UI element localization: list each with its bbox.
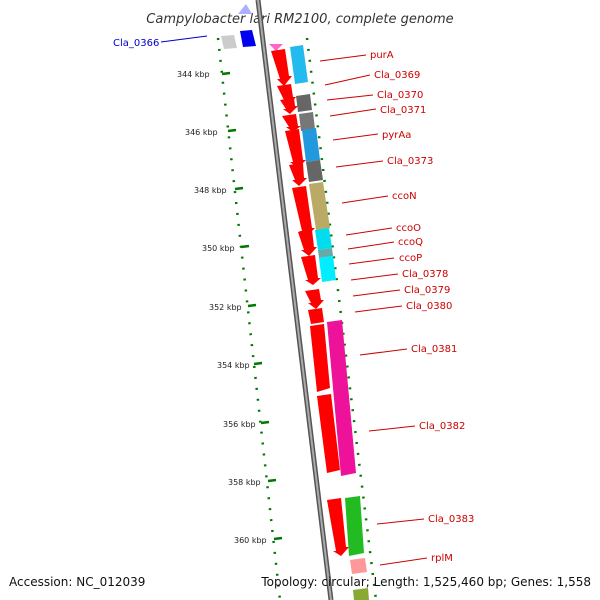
feature-pink-small [269, 44, 283, 51]
gene-arrow-12 [310, 324, 330, 392]
cat-grey-2 [299, 112, 315, 131]
scale-label-358: 358 kbp [228, 478, 261, 487]
gene-label-cla0379: Cla_0379 [404, 285, 450, 296]
leader-cla0379 [352, 289, 401, 297]
gene-arrow-10 [305, 289, 324, 309]
scale-label-350: 350 kbp [202, 244, 235, 253]
gene-arrow-8 [298, 230, 317, 256]
gene-arrows [271, 49, 349, 556]
leader-cla0373 [335, 160, 384, 168]
gene-label-cla0371: Cla_0371 [380, 105, 426, 116]
category-track [290, 45, 369, 600]
gene-label-cla0373: Cla_0373 [387, 156, 433, 167]
leader-pura [319, 54, 367, 62]
leader-ccoq [347, 241, 395, 250]
scale-label-346: 346 kbp [185, 128, 218, 137]
leader-cla0371 [329, 108, 377, 117]
upstream-features [221, 4, 283, 51]
leader-cla0370 [326, 94, 374, 101]
gene-label-pura: purA [370, 50, 394, 61]
leader-ccon [341, 195, 389, 204]
genome-backbone [255, 0, 334, 600]
scale-ticks [221, 71, 283, 541]
leader-pyraa [332, 133, 379, 141]
map-title: Campylobacter lari RM2100, complete geno… [146, 12, 453, 27]
cat-pink [350, 558, 367, 574]
gene-arrow-11 [308, 308, 324, 324]
gene-label-cla0381: Cla_0381 [411, 344, 457, 355]
cat-grey-1 [296, 94, 312, 112]
gene-arrow-1 [271, 49, 292, 86]
scale-label-352: 352 kbp [209, 303, 242, 312]
leader-cla0382 [368, 425, 416, 432]
cat-khaki [309, 182, 330, 230]
leader-ccop [348, 257, 395, 265]
gene-label-cla0369: Cla_0369 [374, 70, 420, 81]
scale-label-354: 354 kbp [217, 361, 250, 370]
cat-olive [353, 588, 369, 600]
gene-label-cla0383: Cla_0383 [428, 514, 474, 525]
cat-teal [318, 248, 333, 258]
leader-cla0366 [160, 35, 208, 43]
scale-label-344: 344 kbp [177, 70, 210, 79]
gene-arrow-6 [289, 163, 307, 186]
leader-cla0381 [359, 348, 408, 356]
cat-green [345, 496, 364, 556]
feature-cla0366 [240, 30, 256, 47]
gene-arrow-9 [301, 255, 321, 285]
gene-label-ccon: ccoN [392, 191, 417, 202]
leader-cla0380 [354, 305, 403, 313]
gene-arrow-3 [280, 98, 298, 114]
feature-cla0366-arrowhead [238, 4, 252, 14]
gene-label-ccop: ccoP [399, 253, 422, 264]
gene-arrow-14 [327, 498, 349, 556]
cat-grey-3 [306, 160, 323, 182]
leader-ccoo [345, 227, 393, 236]
gene-arrow-7 [292, 186, 315, 236]
gene-label-cla0378: Cla_0378 [402, 269, 448, 280]
gene-labels: Cla_0366 purA Cla_0369 Cla_0370 Cla_0371… [113, 38, 474, 564]
gene-label-cla0370: Cla_0370 [377, 90, 423, 101]
gene-label-pyraa: pyrAa [382, 130, 411, 141]
feature-grey-upper [221, 35, 237, 49]
topology-label: Topology: circular; Length: 1,525,460 bp… [260, 575, 591, 589]
accession-label: Accession: NC_012039 [9, 575, 145, 589]
scale-label-348: 348 kbp [194, 186, 227, 195]
leader-cla0383 [376, 518, 425, 525]
cat-skyblue-2 [302, 128, 320, 162]
scale-label-356: 356 kbp [223, 420, 256, 429]
cat-cyan-1 [315, 228, 332, 250]
gene-label-cla0380: Cla_0380 [406, 301, 452, 312]
leader-rplm [379, 557, 428, 566]
gene-arrow-5 [285, 129, 306, 168]
leader-cla0369 [324, 74, 371, 86]
cat-skyblue-1 [290, 45, 308, 84]
gene-label-rplm: rplM [431, 553, 453, 564]
leader-lines [160, 35, 428, 566]
scale-label-360: 360 kbp [234, 536, 267, 545]
gene-label-cla0366: Cla_0366 [113, 38, 159, 49]
scale-labels: 344 kbp 346 kbp 348 kbp 350 kbp 352 kbp … [177, 70, 267, 545]
cat-cyan-2 [319, 256, 336, 282]
gene-arrow-13 [317, 394, 340, 473]
gene-label-ccoq: ccoQ [398, 237, 423, 248]
gene-label-cla0382: Cla_0382 [419, 421, 465, 432]
gene-arrow-4 [282, 114, 301, 132]
cat-magenta [327, 320, 356, 476]
gene-label-ccoo: ccoO [396, 223, 421, 234]
leader-cla0378 [350, 273, 399, 281]
